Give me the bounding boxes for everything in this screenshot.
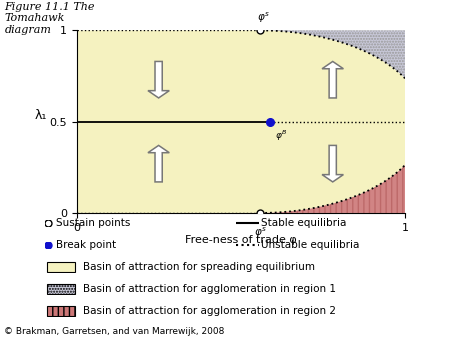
FancyArrow shape xyxy=(322,62,343,98)
Bar xyxy=(47,284,75,294)
Polygon shape xyxy=(261,122,405,213)
Text: $\varphi^s$: $\varphi^s$ xyxy=(254,226,267,240)
Text: Basin of attraction for agglomeration in region 1: Basin of attraction for agglomeration in… xyxy=(83,284,336,294)
Text: Figure 11.1 The
Tomahawk
diagram: Figure 11.1 The Tomahawk diagram xyxy=(4,2,95,35)
FancyArrow shape xyxy=(148,145,169,182)
Bar xyxy=(47,262,75,272)
Text: Stable equilibria: Stable equilibria xyxy=(261,218,346,228)
Polygon shape xyxy=(261,30,405,122)
Text: Basin of attraction for agglomeration in region 2: Basin of attraction for agglomeration in… xyxy=(83,306,336,316)
X-axis label: Free-ness of trade φ: Free-ness of trade φ xyxy=(185,236,297,245)
Polygon shape xyxy=(76,30,405,213)
FancyArrow shape xyxy=(148,62,169,98)
Text: $\varphi^s$: $\varphi^s$ xyxy=(257,10,270,25)
Text: © Brakman, Garretsen, and van Marrewijk, 2008: © Brakman, Garretsen, and van Marrewijk,… xyxy=(4,327,225,336)
Bar xyxy=(47,306,75,316)
FancyArrow shape xyxy=(322,145,343,182)
Text: Unstable equilibria: Unstable equilibria xyxy=(261,240,360,250)
Y-axis label: λ₁: λ₁ xyxy=(35,109,47,122)
Text: $\varphi^B$: $\varphi^B$ xyxy=(275,129,288,143)
Text: Sustain points: Sustain points xyxy=(56,218,130,228)
Text: Break point: Break point xyxy=(56,240,117,250)
Text: Basin of attraction for spreading equilibrium: Basin of attraction for spreading equili… xyxy=(83,262,315,272)
